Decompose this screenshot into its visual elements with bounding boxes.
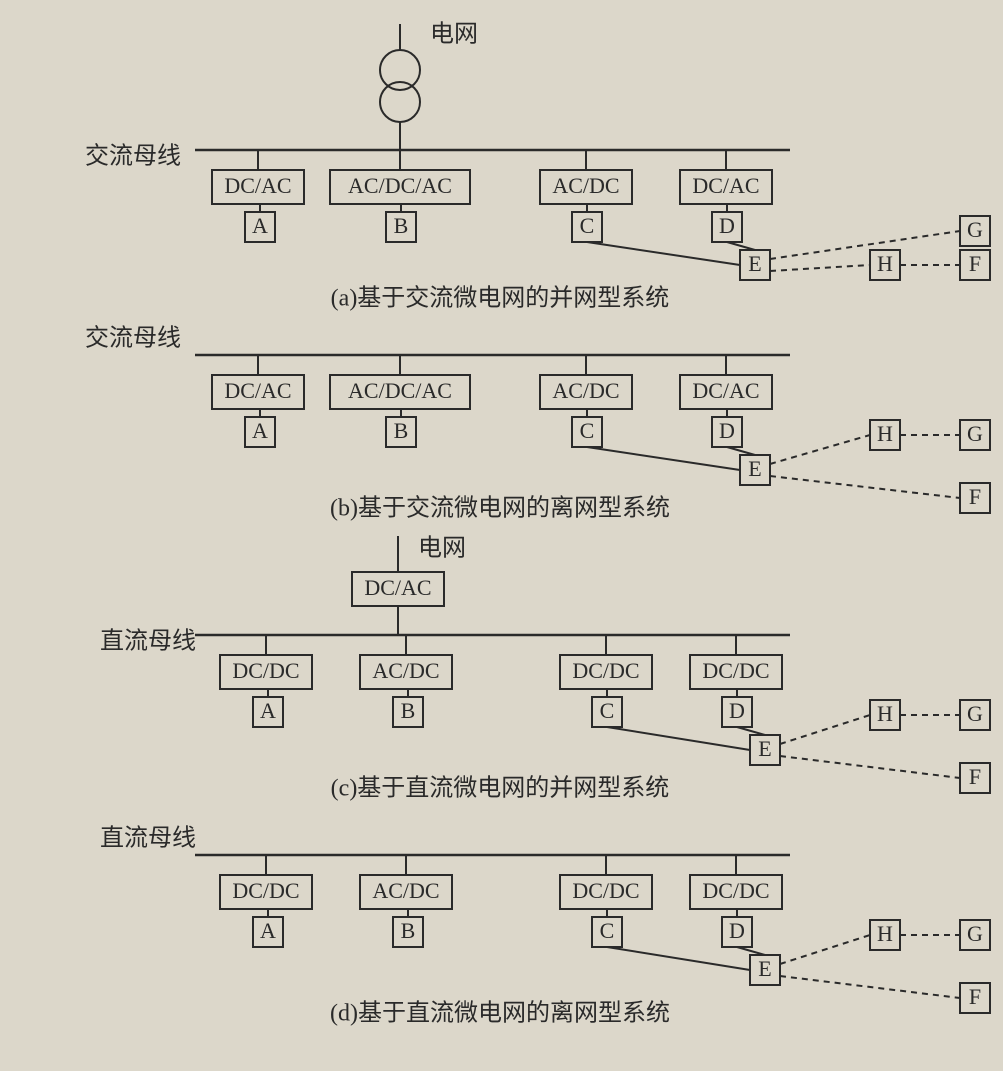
svg-text:DC/DC: DC/DC — [702, 658, 769, 683]
svg-text:AC/DC: AC/DC — [372, 878, 439, 903]
svg-text:G: G — [967, 701, 983, 726]
svg-text:C: C — [600, 698, 615, 723]
svg-text:D: D — [719, 418, 735, 443]
svg-text:C: C — [600, 918, 615, 943]
svg-text:(a)基于交流微电网的并网型系统: (a)基于交流微电网的并网型系统 — [331, 285, 670, 312]
svg-text:电网: 电网 — [418, 535, 466, 562]
svg-text:直流母线: 直流母线 — [100, 825, 196, 852]
svg-text:AC/DC: AC/DC — [372, 658, 439, 683]
svg-text:B: B — [401, 918, 416, 943]
svg-text:交流母线: 交流母线 — [85, 143, 181, 170]
svg-text:G: G — [967, 421, 983, 446]
svg-text:DC/DC: DC/DC — [572, 878, 639, 903]
svg-text:B: B — [394, 418, 409, 443]
svg-text:A: A — [252, 418, 268, 443]
svg-text:AC/DC: AC/DC — [552, 378, 619, 403]
svg-text:D: D — [729, 698, 745, 723]
svg-text:E: E — [748, 251, 761, 276]
svg-text:A: A — [260, 918, 276, 943]
svg-text:G: G — [967, 921, 983, 946]
svg-text:G: G — [967, 217, 983, 242]
svg-text:AC/DC/AC: AC/DC/AC — [348, 173, 452, 198]
svg-text:D: D — [729, 918, 745, 943]
svg-text:E: E — [758, 736, 771, 761]
svg-text:DC/DC: DC/DC — [572, 658, 639, 683]
svg-text:A: A — [252, 213, 268, 238]
svg-text:直流母线: 直流母线 — [100, 628, 196, 655]
svg-text:F: F — [969, 984, 981, 1009]
svg-text:(d)基于直流微电网的离网型系统: (d)基于直流微电网的离网型系统 — [330, 1000, 670, 1027]
svg-text:E: E — [758, 956, 771, 981]
svg-text:H: H — [877, 421, 893, 446]
svg-text:(c)基于直流微电网的并网型系统: (c)基于直流微电网的并网型系统 — [331, 775, 670, 802]
svg-text:H: H — [877, 701, 893, 726]
svg-text:DC/DC: DC/DC — [232, 658, 299, 683]
svg-text:DC/AC: DC/AC — [224, 378, 291, 403]
svg-text:B: B — [401, 698, 416, 723]
svg-text:DC/AC: DC/AC — [692, 378, 759, 403]
svg-text:DC/DC: DC/DC — [232, 878, 299, 903]
svg-text:DC/DC: DC/DC — [702, 878, 769, 903]
svg-text:AC/DC/AC: AC/DC/AC — [348, 378, 452, 403]
diagram-canvas: 电网交流母线DC/ACAAC/DC/ACBAC/DCCDC/ACDEGHF(a)… — [0, 0, 1003, 1071]
svg-text:F: F — [969, 251, 981, 276]
svg-text:DC/AC: DC/AC — [364, 575, 431, 600]
svg-text:F: F — [969, 764, 981, 789]
svg-text:交流母线: 交流母线 — [85, 325, 181, 352]
svg-text:A: A — [260, 698, 276, 723]
svg-text:B: B — [394, 213, 409, 238]
svg-text:H: H — [877, 251, 893, 276]
svg-text:DC/AC: DC/AC — [692, 173, 759, 198]
svg-text:C: C — [580, 213, 595, 238]
svg-text:D: D — [719, 213, 735, 238]
svg-text:(b)基于交流微电网的离网型系统: (b)基于交流微电网的离网型系统 — [330, 495, 670, 522]
svg-text:AC/DC: AC/DC — [552, 173, 619, 198]
svg-text:DC/AC: DC/AC — [224, 173, 291, 198]
svg-text:C: C — [580, 418, 595, 443]
svg-text:H: H — [877, 921, 893, 946]
svg-text:F: F — [969, 484, 981, 509]
svg-text:E: E — [748, 456, 761, 481]
svg-text:电网: 电网 — [430, 21, 478, 48]
